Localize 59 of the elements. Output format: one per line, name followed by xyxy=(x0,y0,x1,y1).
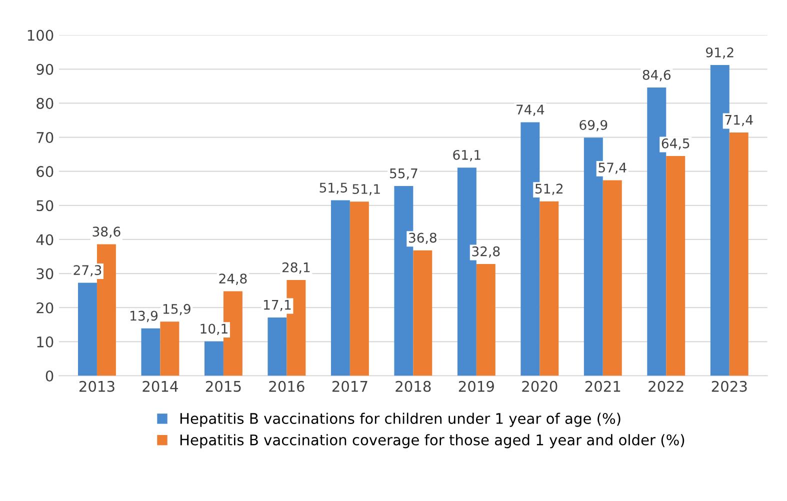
data-label: 69,9 xyxy=(580,120,608,132)
data-label: 10,1 xyxy=(200,324,228,336)
bar xyxy=(160,322,180,376)
x-tick-label: 2013 xyxy=(79,380,114,392)
data-label: 51,1 xyxy=(352,184,380,196)
data-label: 61,1 xyxy=(453,150,480,162)
bar xyxy=(476,264,496,376)
data-label: 24,8 xyxy=(219,274,247,285)
bar xyxy=(350,202,369,376)
data-label: 64,5 xyxy=(662,138,690,150)
legend-label: Hepatitis B vaccination coverage for those aged 1 year and older (%) xyxy=(180,434,684,448)
bar xyxy=(141,328,160,376)
y-tick-label: 0 xyxy=(46,370,54,382)
data-label: 28,1 xyxy=(282,262,310,274)
x-tick-label: 2015 xyxy=(206,380,241,392)
y-tick-label: 50 xyxy=(36,200,54,212)
x-tick-label: 2018 xyxy=(396,380,431,392)
y-tick-label: 10 xyxy=(37,336,54,348)
bar xyxy=(729,132,748,376)
data-label: 17,1 xyxy=(264,300,291,312)
data-label: 57,4 xyxy=(598,162,626,174)
y-tick-label: 40 xyxy=(36,234,54,246)
bar xyxy=(602,180,622,376)
data-label: 51,5 xyxy=(320,182,348,194)
bar xyxy=(78,282,97,376)
bar xyxy=(666,156,686,376)
x-tick-label: 2016 xyxy=(269,380,304,392)
bar xyxy=(330,200,350,376)
data-label: 36,8 xyxy=(408,232,436,244)
x-tick-label: 2022 xyxy=(648,380,684,392)
legend-label: Hepatitis B vaccinations for children under 1 year of age (%) xyxy=(180,412,620,427)
data-label: 27,3 xyxy=(74,265,102,276)
y-tick-label: 100 xyxy=(28,30,54,41)
y-tick-label: 20 xyxy=(36,302,54,314)
x-tick-label: 2014 xyxy=(142,380,178,392)
y-tick-label: 70 xyxy=(36,132,54,144)
x-tick-label: 2017 xyxy=(332,380,368,392)
y-tick-label: 30 xyxy=(36,268,54,280)
data-label: 13,9 xyxy=(130,310,158,322)
bar xyxy=(413,250,432,376)
data-label: 15,9 xyxy=(163,304,190,316)
data-label: 38,6 xyxy=(92,226,120,238)
data-label: 51,2 xyxy=(535,184,563,195)
data-label: 71,4 xyxy=(725,115,753,126)
data-label: 55,7 xyxy=(390,168,418,180)
data-label: 91,2 xyxy=(706,47,734,59)
x-tick-label: 2023 xyxy=(712,380,747,392)
x-tick-label: 2019 xyxy=(458,380,494,392)
y-tick-label: 60 xyxy=(36,166,54,178)
bar xyxy=(540,201,559,376)
data-label: 32,8 xyxy=(472,246,500,258)
x-tick-label: 2020 xyxy=(522,380,558,392)
y-tick-label: 90 xyxy=(36,64,54,75)
data-label: 84,6 xyxy=(642,70,671,82)
y-tick-label: 80 xyxy=(36,98,54,109)
bar xyxy=(204,341,224,376)
data-label: 74,4 xyxy=(516,104,544,116)
bar xyxy=(268,317,287,376)
x-tick-label: 2021 xyxy=(585,380,620,392)
